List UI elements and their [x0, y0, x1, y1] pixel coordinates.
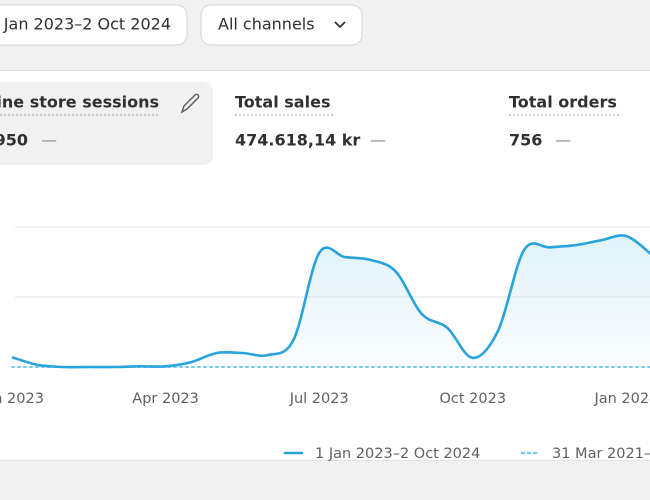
x-tick-label: Apr 2023: [132, 391, 199, 407]
channels-button[interactable]: All channels: [200, 4, 363, 46]
line: [11, 234, 650, 369]
metric-value: 950: [0, 131, 28, 150]
metric-change: —: [555, 131, 571, 150]
metric-label: Online store sessions: [0, 93, 159, 112]
metric-tile[interactable]: Total sales 474.618,14 kr —: [235, 93, 386, 150]
chart: Jan 2023 Apr 2023 Jul 2023 Oct 2023 Jan 2024…: [0, 226, 650, 462]
x-tick-label: Jan 2023: [0, 391, 44, 407]
legend-label: 1 Jan 2023–2 Oct 2024: [315, 446, 480, 462]
metric-tile[interactable]: Total orders 756 —: [509, 93, 619, 150]
metric-label: Total orders: [509, 93, 617, 112]
metric-change: —: [370, 131, 386, 150]
area: [12, 235, 650, 368]
chevron-icon: [334, 21, 346, 29]
channels-text: All channels: [218, 15, 315, 34]
date-range-button[interactable]: 1 Jan 2023–2 Oct 2024: [0, 4, 188, 46]
metric-value: 474.618,14 kr: [235, 131, 360, 150]
metric-label: Total sales: [235, 93, 330, 112]
edit-icon[interactable]: [180, 93, 200, 114]
x-tick-label: Jan 2024: [593, 391, 650, 407]
x-tick-label: Oct 2023: [440, 391, 507, 407]
metric-change: —: [41, 131, 57, 150]
metric-value: 756: [509, 131, 542, 150]
date-range-text: 1 Jan 2023–2 Oct 2024: [0, 15, 171, 34]
x-tick-label: Jul 2023: [289, 391, 349, 407]
metric-tile-selected[interactable]: [0, 82, 213, 165]
legend-label: 31 Mar 2021–: [552, 446, 650, 462]
